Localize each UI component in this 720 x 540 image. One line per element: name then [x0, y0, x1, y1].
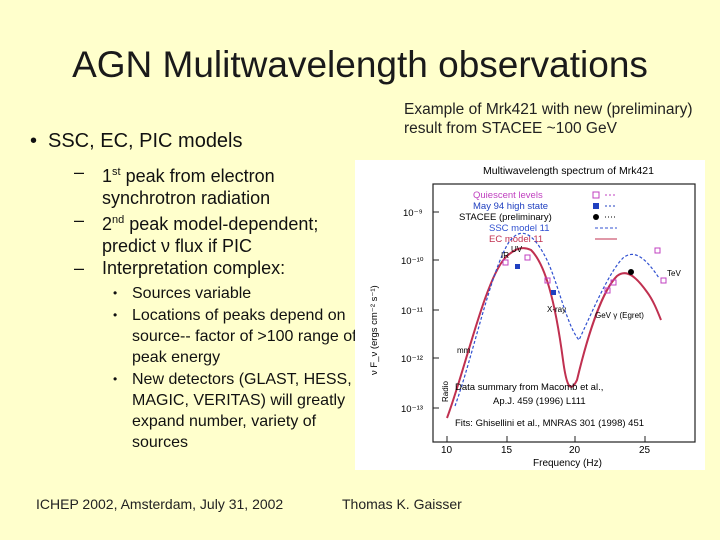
band-label-ir: IR	[501, 251, 509, 260]
sub2-number: 2	[102, 214, 113, 234]
legend-ssc: SSC model 11	[489, 223, 550, 234]
figure-note-3: Fits: Ghisellini et al., MNRAS 301 (1998…	[455, 418, 644, 429]
legend-high-state: May 94 high state	[473, 201, 548, 212]
x-tick-label: 15	[501, 445, 513, 456]
sub1-superscript: st	[112, 166, 121, 178]
spectrum-figure: Multiwavelength spectrum of Mrk421 10⁻⁹ …	[355, 160, 705, 470]
bullet-dot-icon: •	[113, 372, 118, 386]
data-point	[515, 264, 520, 269]
legend-quiescent: Quiescent levels	[473, 190, 543, 201]
subsub-item-1: • Sources variable	[113, 283, 358, 304]
legend-marker-stacee	[593, 214, 599, 220]
legend-stacee: STACEE (preliminary)	[459, 212, 552, 223]
subsub-text-2: Locations of peaks depend on source-- fa…	[132, 307, 357, 366]
plot-axes	[432, 183, 696, 443]
subbullet-first-peak: – 1st peak from electron synchrotron rad…	[74, 161, 364, 209]
data-point	[628, 269, 634, 275]
data-point	[544, 277, 551, 284]
ssc-model-curve	[454, 232, 660, 407]
caption-line-2: result from STACEE ~100 GeV	[404, 120, 617, 137]
y-ticks	[433, 211, 439, 409]
data-point	[654, 247, 661, 254]
dash-icon: –	[74, 258, 85, 278]
y-tick-label: 10⁻⁹	[403, 208, 423, 219]
x-axis-label: Frequency (Hz)	[533, 458, 602, 469]
subbullet-second-peak: – 2nd peak model-dependent; predict ν fl…	[74, 209, 364, 257]
bullet-dot-icon: •	[113, 308, 118, 322]
data-point	[610, 279, 617, 286]
bullet-dot-icon: •	[30, 130, 38, 152]
band-label-xray: X-ray	[547, 305, 566, 314]
subsub-item-2: • Locations of peaks depend on source-- …	[113, 305, 358, 368]
sub1-text: peak from electron synchrotron radiation	[102, 166, 275, 208]
band-label-radio: Radio	[441, 381, 450, 402]
x-tick-label: 25	[639, 445, 651, 456]
legend: Quiescent levels May 94 high state STACE…	[459, 190, 617, 245]
legend-ec: EC model 11	[489, 234, 543, 245]
footer-author: Thomas K. Gaisser	[342, 496, 462, 512]
y-axis-label: ν F_ν (ergs cm⁻² s⁻¹)	[369, 285, 380, 375]
band-label-tev: TeV	[667, 269, 681, 278]
sub2-text: peak model-dependent; predict ν flux if …	[102, 214, 319, 256]
bullet-models-text: SSC, EC, PIC models	[48, 130, 243, 152]
data-points	[502, 247, 667, 295]
y-tick-label: 10⁻¹³	[401, 404, 423, 415]
y-tick-label: 10⁻¹⁰	[401, 256, 424, 267]
band-label-mm: mm	[457, 346, 471, 355]
data-point	[551, 290, 556, 295]
ec-model-curve	[446, 247, 662, 419]
spectrum-plot: Multiwavelength spectrum of Mrk421 10⁻⁹ …	[369, 165, 696, 469]
caption-line-1: Example of Mrk421 with new (preliminary)	[404, 101, 693, 118]
subsub-item-3: • New detectors (GLAST, HESS, MAGIC, VER…	[113, 369, 358, 453]
sub1-number: 1	[102, 166, 113, 186]
slide-title: AGN Mulitwavelength observations	[72, 44, 648, 85]
sub2-superscript: nd	[112, 214, 125, 226]
subsub-text-3: New detectors (GLAST, HESS, MAGIC, VERIT…	[132, 371, 352, 451]
x-ticks	[446, 436, 646, 442]
dash-icon: –	[74, 162, 85, 182]
bullet-models: • SSC, EC, PIC models	[30, 130, 243, 153]
bullet-dot-icon: •	[113, 286, 118, 300]
figure-caption: Example of Mrk421 with new (preliminary)…	[404, 100, 714, 138]
dash-icon: –	[74, 210, 85, 230]
y-tick-label: 10⁻¹¹	[401, 306, 423, 317]
footer-conference: ICHEP 2002, Amsterdam, July 31, 2002	[36, 496, 284, 512]
sub3-text: Interpretation complex:	[102, 258, 286, 278]
subsub-text-1: Sources variable	[132, 285, 252, 302]
data-point	[660, 277, 667, 284]
x-tick-label: 10	[441, 445, 453, 456]
subbullet-interpretation: – Interpretation complex:	[74, 257, 364, 279]
figure-note-1: Data summary from Macomb et al.,	[455, 382, 603, 393]
legend-marker-high-state	[593, 203, 599, 209]
data-point	[604, 287, 611, 294]
data-point	[502, 259, 509, 266]
figure-note-2: Ap.J. 459 (1996) L111	[493, 396, 586, 407]
legend-marker-quiescent	[592, 191, 600, 199]
figure-title: Multiwavelength spectrum of Mrk421	[483, 165, 654, 177]
data-point	[524, 254, 531, 261]
band-label-uv: UV	[511, 245, 523, 254]
y-tick-label: 10⁻¹²	[401, 354, 423, 365]
band-label-gev: GeV γ (Egret)	[595, 311, 644, 320]
x-tick-label: 20	[569, 445, 581, 456]
